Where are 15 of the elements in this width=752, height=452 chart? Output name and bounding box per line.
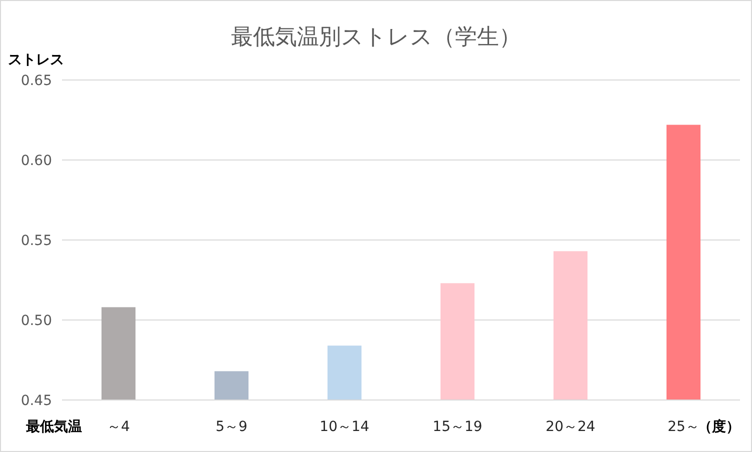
x-tick-label: 25～ (668, 419, 700, 435)
x-tick-label: 15～19 (432, 419, 482, 435)
x-tick-label: 20～24 (546, 419, 596, 435)
x-axis-title: 最低気温 (25, 419, 82, 435)
x-tick-label: ～4 (107, 419, 130, 435)
chart-title: 最低気温別ストレス（学生） (231, 25, 521, 50)
y-tick-label: 0.50 (20, 313, 52, 329)
y-axis-title: ストレス (8, 52, 64, 68)
y-tick-label: 0.65 (20, 73, 52, 89)
y-tick-label: 0.45 (20, 393, 52, 409)
x-tick-label: 5～9 (216, 419, 248, 435)
y-tick-label: 0.60 (20, 153, 52, 169)
y-tick-label: 0.55 (20, 233, 52, 249)
text: （度） (698, 418, 740, 435)
x-tick-label: 10～14 (320, 419, 370, 435)
